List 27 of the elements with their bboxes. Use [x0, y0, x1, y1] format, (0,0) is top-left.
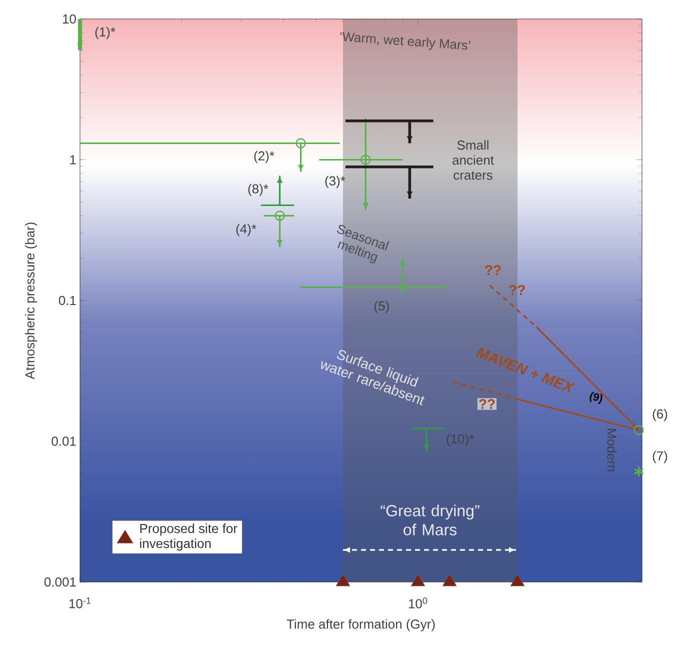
y-tick-label: 0.01	[52, 436, 76, 446]
annotation: (4)*	[236, 224, 256, 236]
y-tick-label: 10	[63, 14, 76, 24]
y-tick-label: 0.001	[44, 577, 76, 587]
annotation: (8)*	[248, 184, 268, 196]
annotation: (9)	[590, 392, 602, 404]
y-tick-label: 0.1	[58, 296, 76, 306]
annotation: ??	[479, 399, 495, 409]
y-axis-title: Atmospheric pressure (bar)	[24, 222, 38, 380]
annotation: ‘Warm, wet early Mars’	[340, 32, 470, 50]
text: (7)	[652, 450, 668, 464]
annotation: Modern	[607, 429, 617, 472]
annotation: (3)*	[325, 176, 346, 188]
annotation: (10)*	[446, 434, 474, 446]
annotation: (5)	[374, 300, 389, 314]
annotation: “Great drying” of Mars	[380, 504, 480, 536]
y-tick-label: 1	[70, 155, 76, 164]
annotation: Small ancient craters	[452, 140, 494, 180]
x-tick-label: 10$^{0}$	[408, 598, 428, 608]
x-axis-title: Time after formation (Gyr)	[286, 619, 435, 632]
legend-label: Proposed site for investigation	[140, 524, 238, 551]
annotation: ??	[509, 285, 525, 295]
annotation: (1)*	[95, 26, 116, 40]
x-tick-label: 10$^{-1}$	[69, 598, 91, 608]
annotation: ??	[485, 265, 501, 275]
text: (6)	[652, 408, 668, 422]
annotation: (2)*	[254, 150, 274, 164]
